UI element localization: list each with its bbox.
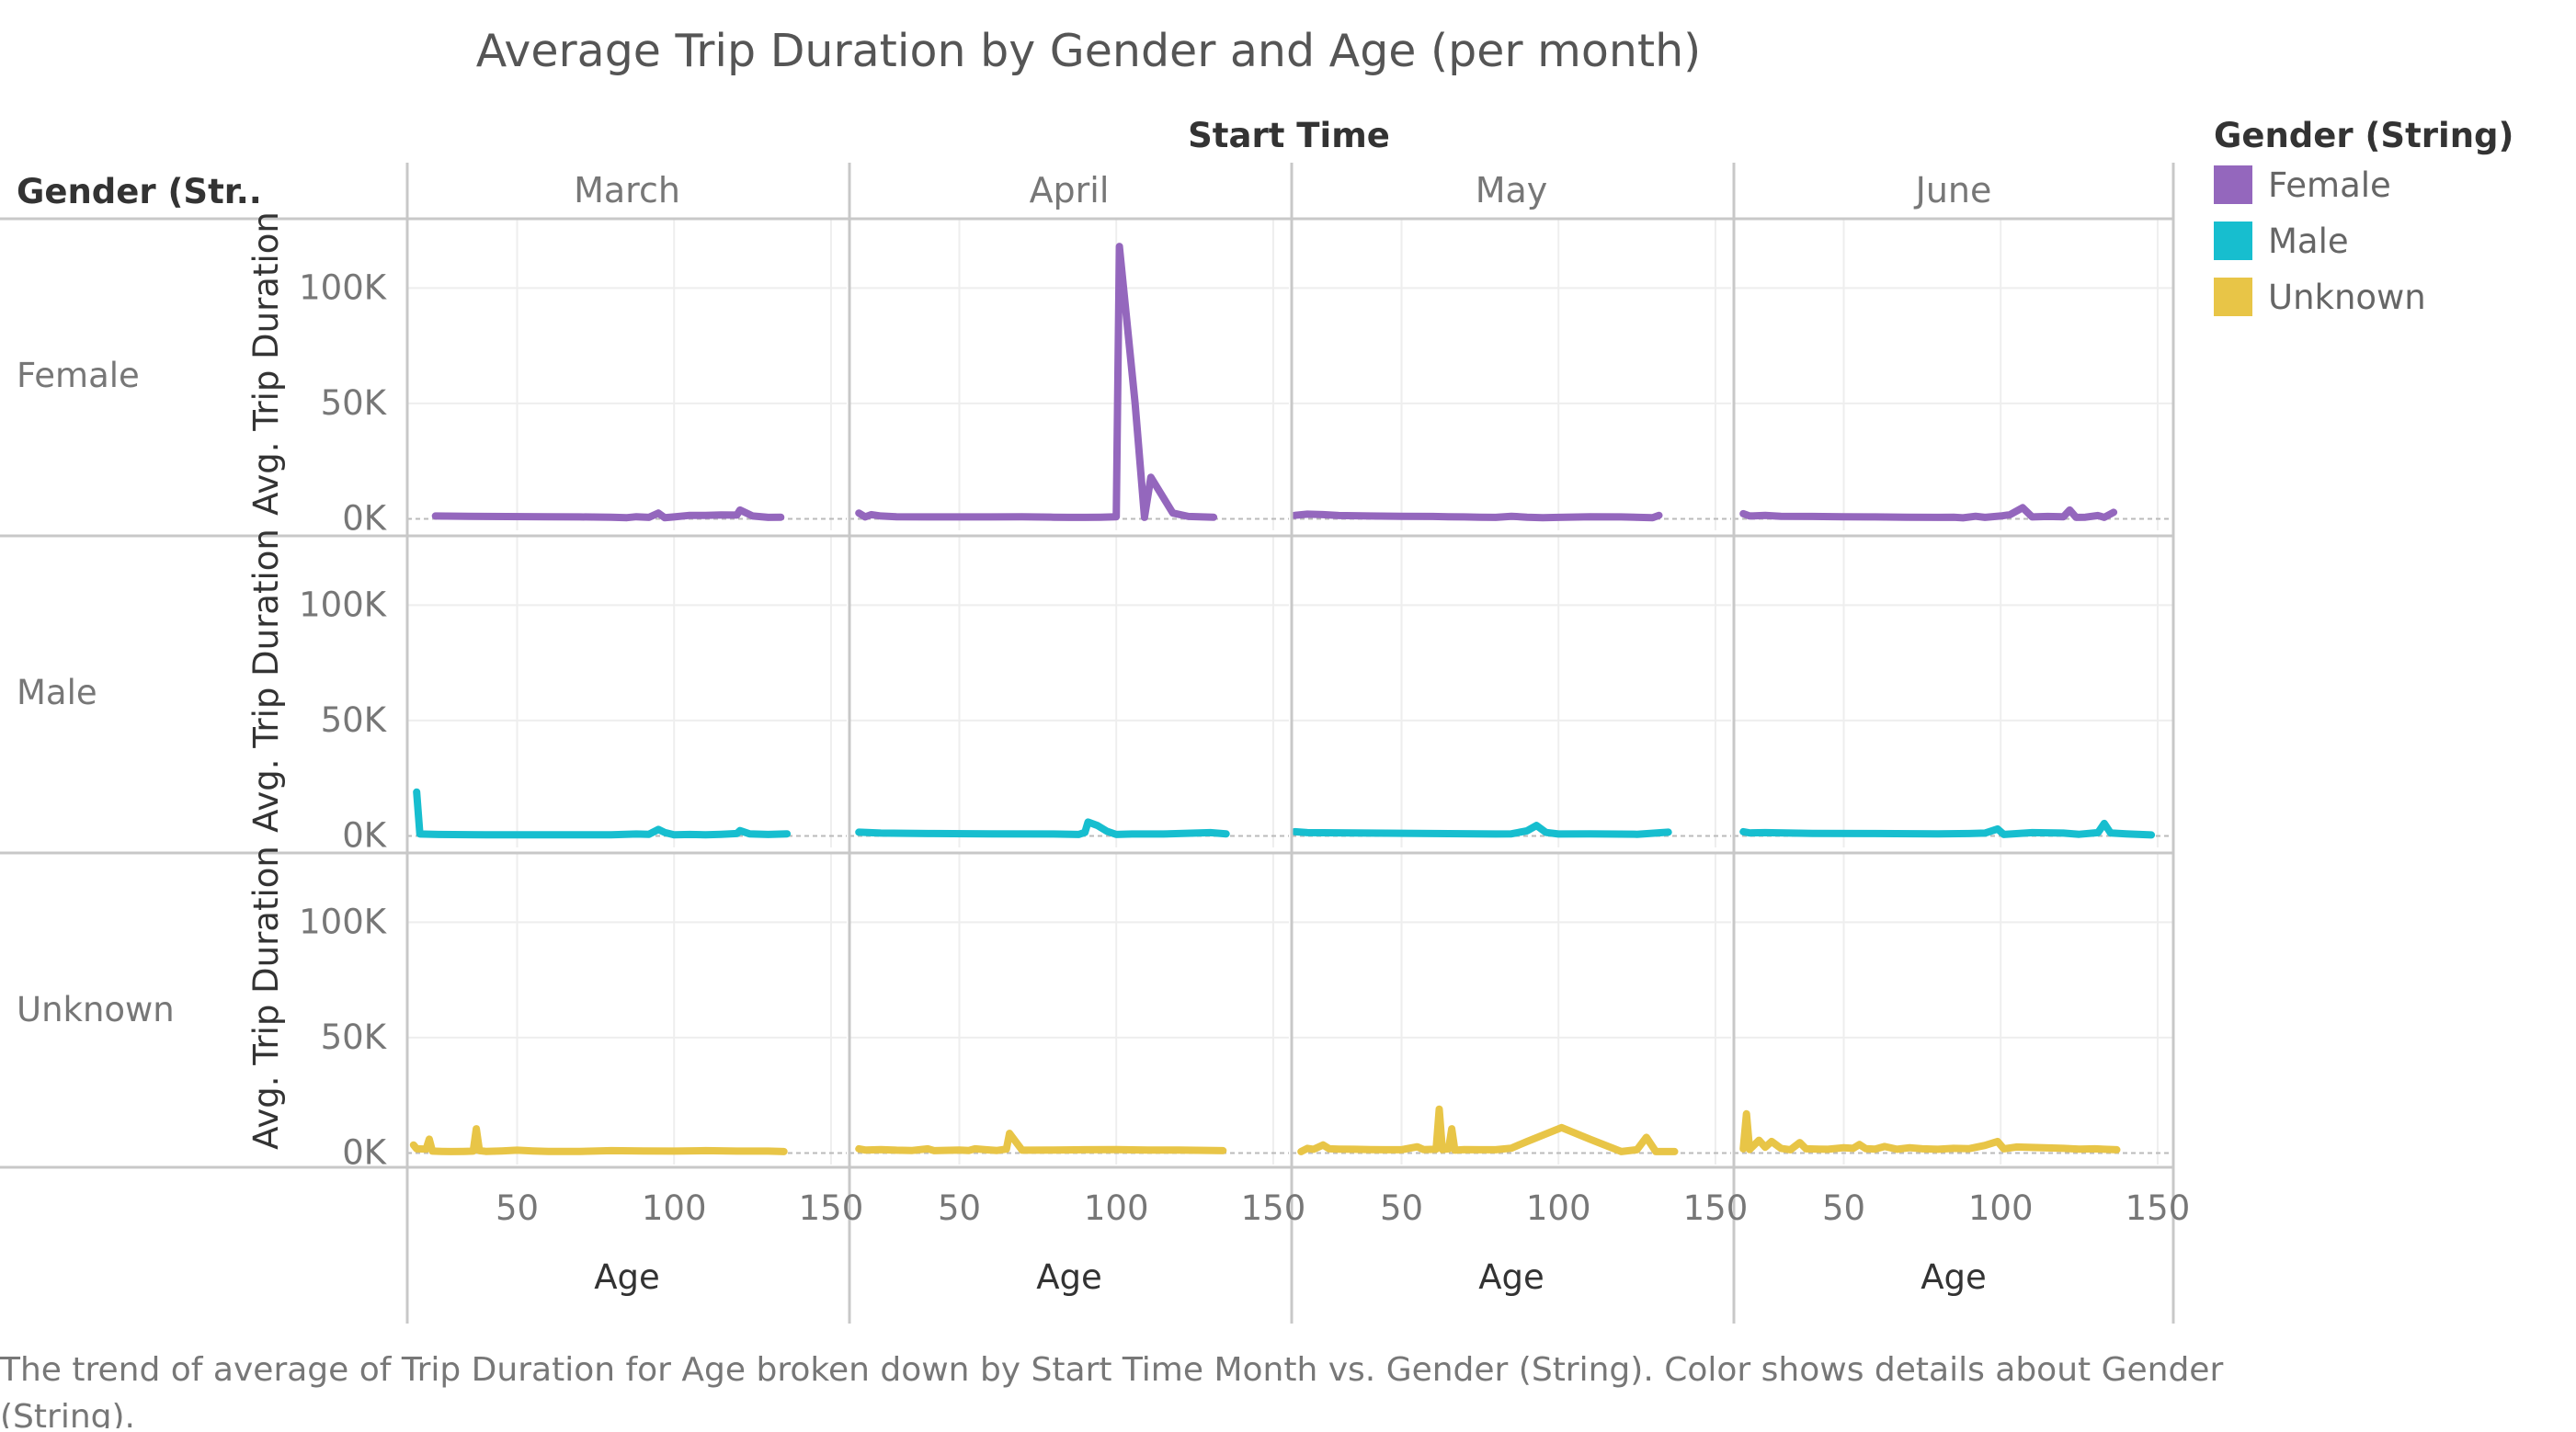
x-tick-label: 50 [1822,1188,1865,1228]
series-line-female-april [855,243,1218,521]
panel-unknown-march [407,853,847,1165]
panel-male-june [1734,536,2173,847]
legend-swatch-female [2214,165,2252,204]
series-line-unknown-june [1739,1109,2121,1154]
legend-item-female[interactable]: Female [2214,165,2391,205]
panel-male-march [407,536,847,847]
caption-line-2: (String). [0,1398,135,1428]
legend-item-male[interactable]: Male [2214,222,2349,261]
series-line-male-june [1739,819,2156,839]
y-axis-title: Avg. Trip Duration [246,211,286,516]
column-label-june: June [1914,170,1992,210]
legend-swatch-male [2214,222,2252,260]
legend-label-male: Male [2268,222,2349,261]
panel-male-may [1292,536,1731,847]
caption: The trend of average of Trip Duration fo… [0,1351,2223,1432]
x-tick-label: 150 [1683,1188,1749,1228]
y-tick-label: 50K [321,383,388,423]
panel-female-march [407,219,847,530]
row-label-male: Male [17,673,97,712]
y-tick-label: 50K [321,1017,388,1057]
series-line-unknown-march [409,1125,788,1155]
series-line-female-may [1291,510,1663,522]
series-line-female-june [1739,504,2118,522]
series-line-male-may [1291,822,1672,838]
row-label-unknown: Unknown [17,990,175,1029]
x-axis-title: Age [1036,1257,1102,1297]
y-tick-label: 100K [299,902,388,941]
panel-unknown-may [1292,853,1731,1165]
panel-female-june [1734,219,2173,530]
series-line-male-march [413,788,792,839]
panel-unknown-june [1734,853,2173,1165]
y-tick-label: 100K [299,267,388,307]
series-line-female-march [431,506,785,522]
legend-item-unknown[interactable]: Unknown [2214,278,2426,317]
legend-items: Female Male Unknown [2214,165,2426,317]
column-header-start-time: Start Time [1188,116,1390,155]
panel-female-may [1292,219,1731,530]
panel-unknown-april [849,853,1289,1165]
x-tick-label: 100 [1968,1188,2034,1228]
labels-layer: March April May June Female Avg. Trip Duratio… [17,170,2190,1297]
y-tick-label: 100K [299,585,388,624]
row-header-gender: Gender (Str.. [17,172,262,211]
x-tick-label: 150 [2126,1188,2191,1228]
column-label-march: March [574,170,680,210]
y-tick-label: 0K [342,1132,388,1172]
x-tick-label: 50 [496,1188,539,1228]
column-label-april: April [1030,170,1110,210]
x-tick-label: 100 [1526,1188,1591,1228]
x-tick-label: 150 [799,1188,864,1228]
x-tick-label: 100 [1084,1188,1149,1228]
series-line-unknown-may [1297,1105,1679,1155]
x-tick-label: 50 [1380,1188,1423,1228]
legend-label-female: Female [2268,165,2391,205]
series-line-male-april [855,818,1230,838]
y-tick-label: 50K [321,700,388,740]
x-tick-label: 50 [938,1188,981,1228]
panels-layer [407,219,2173,1165]
x-axis-title: Age [1478,1257,1544,1297]
panel-female-april [849,219,1289,530]
panel-male-april [849,536,1289,847]
x-tick-label: 100 [642,1188,707,1228]
x-axis-title: Age [1921,1257,1987,1297]
column-label-may: May [1476,170,1548,210]
series-line-unknown-april [855,1130,1227,1154]
legend-title: Gender (String) [2214,116,2513,155]
legend[interactable]: Gender (String) Female Male Unknown [2214,116,2513,317]
y-tick-label: 0K [342,815,388,855]
row-label-female: Female [17,356,140,395]
chart-title: Average Trip Duration by Gender and Age … [476,25,1702,77]
x-axis-title: Age [594,1257,660,1297]
y-axis-title: Avg. Trip Duration [246,528,286,833]
legend-swatch-unknown [2214,278,2252,316]
y-tick-label: 0K [342,498,388,538]
legend-label-unknown: Unknown [2268,278,2426,317]
x-tick-label: 150 [1241,1188,1306,1228]
y-axis-title: Avg. Trip Duration [246,846,286,1150]
caption-line-1: The trend of average of Trip Duration fo… [0,1351,2223,1389]
frame-layer [0,163,2175,1324]
